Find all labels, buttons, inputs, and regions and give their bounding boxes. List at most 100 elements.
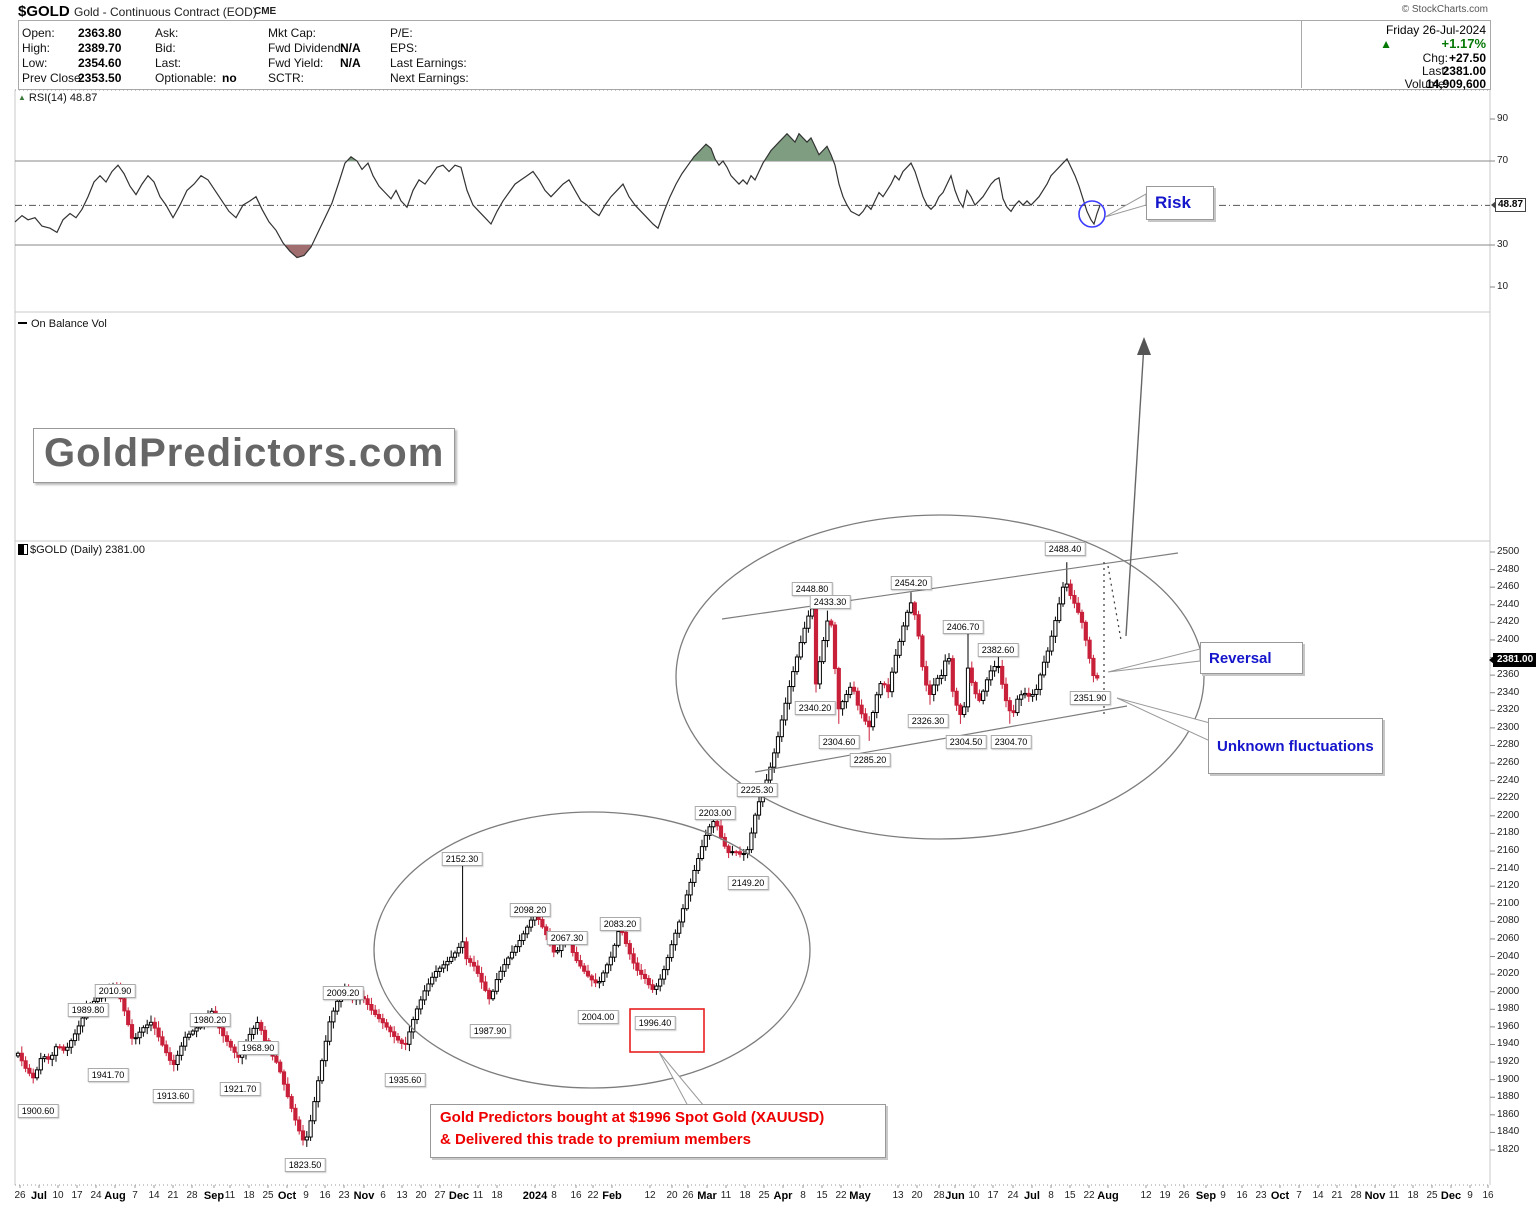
price-flag-label: 2382.60 bbox=[977, 643, 1019, 657]
quote-right-value: +27.50 bbox=[1448, 51, 1486, 65]
price-axis-label: 2160 bbox=[1497, 845, 1520, 856]
x-axis-label: Jul bbox=[1024, 1190, 1040, 1202]
chart-title: Gold - Continuous Contract (EOD) bbox=[74, 5, 257, 19]
price-axis-label: 2180 bbox=[1497, 827, 1520, 839]
x-axis-label: Apr bbox=[773, 1190, 793, 1202]
x-axis-label: 23 bbox=[1255, 1190, 1267, 1201]
price-flag-label: 1823.50 bbox=[284, 1158, 326, 1172]
risk-circle bbox=[1078, 200, 1106, 228]
x-axis-label: 8 bbox=[551, 1190, 557, 1201]
up-triangle-icon: ▲ bbox=[1380, 37, 1392, 51]
x-axis-label: 12 bbox=[644, 1190, 656, 1201]
x-axis-label: 8 bbox=[1048, 1190, 1054, 1201]
x-axis-label: 18 bbox=[1407, 1190, 1419, 1201]
x-axis-label: 20 bbox=[415, 1190, 427, 1201]
price-axis-label: 1820 bbox=[1497, 1144, 1520, 1155]
price-flag-label: 2488.40 bbox=[1044, 542, 1086, 556]
panel-frame bbox=[14, 89, 1495, 1188]
quote-label: Low: bbox=[22, 56, 48, 70]
quote-value: no bbox=[222, 71, 237, 85]
quote-box-divider bbox=[1301, 20, 1302, 88]
x-axis-label: 16 bbox=[319, 1190, 331, 1201]
x-axis-label: 17 bbox=[71, 1190, 83, 1201]
x-axis-label: 9 bbox=[1467, 1190, 1473, 1201]
main-legend: $GOLD (Daily) 2381.00 bbox=[18, 544, 145, 556]
x-axis-label: Feb bbox=[602, 1190, 622, 1202]
x-axis-label: 28 bbox=[186, 1190, 198, 1201]
x-axis-label: 26 bbox=[14, 1190, 26, 1201]
x-axis-label: 6 bbox=[380, 1190, 386, 1201]
x-axis-label: 7 bbox=[132, 1190, 138, 1201]
quote-right-label: Chg: bbox=[1422, 51, 1448, 65]
price-flag-label: 2152.30 bbox=[441, 852, 483, 866]
obv-line-icon bbox=[18, 322, 27, 324]
x-axis-label: 9 bbox=[303, 1190, 309, 1201]
x-axis-label: 27 bbox=[434, 1190, 446, 1201]
x-axis-label: 28 bbox=[1350, 1190, 1362, 1201]
x-axis-label: 21 bbox=[167, 1190, 179, 1201]
risk-annotation: Risk bbox=[1146, 186, 1214, 220]
price-flag-label: 2010.90 bbox=[94, 984, 136, 998]
price-axis-label: 2400 bbox=[1497, 633, 1520, 645]
price-flag-label: 2009.20 bbox=[322, 986, 364, 1000]
quote-label: Prev Close: bbox=[22, 71, 85, 85]
price-flag-label: 2454.20 bbox=[890, 576, 932, 590]
x-axis-label: 11 bbox=[224, 1190, 236, 1201]
x-axis-label: Aug bbox=[104, 1190, 126, 1202]
x-axis-label: 28 bbox=[933, 1190, 945, 1201]
x-axis-label: 13 bbox=[892, 1190, 904, 1201]
x-axis-label: 16 bbox=[570, 1190, 582, 1201]
price-axis-label: 2220 bbox=[1497, 792, 1520, 804]
quote-label: Fwd Yield: bbox=[268, 56, 324, 70]
price-axis-label: 2100 bbox=[1497, 897, 1520, 909]
quote-label: Optionable: bbox=[155, 71, 217, 85]
x-axis-label: Aug bbox=[1097, 1190, 1119, 1202]
price-flag-label: 2304.50 bbox=[945, 735, 987, 749]
x-axis-label: 24 bbox=[1007, 1190, 1019, 1201]
copyright: © StockCharts.com bbox=[1401, 4, 1488, 15]
price-axis-label: 2020 bbox=[1497, 968, 1520, 980]
price-flag-label: 2098.20 bbox=[509, 903, 551, 917]
obv-legend: On Balance Vol bbox=[18, 318, 107, 330]
x-axis-label: 20 bbox=[911, 1190, 923, 1201]
annotation-shapes bbox=[373, 193, 1211, 1107]
price-flag-label: 2304.60 bbox=[818, 735, 860, 749]
quote-value: 2353.50 bbox=[78, 71, 122, 85]
price-flag-label: 2149.20 bbox=[727, 876, 769, 890]
x-axis-label: 11 bbox=[472, 1190, 484, 1201]
rsi-axis-label: 90 bbox=[1497, 113, 1509, 124]
price-axis-label: 2500 bbox=[1497, 546, 1520, 557]
price-flag-label: 2203.00 bbox=[694, 806, 736, 820]
quote-label: Bid: bbox=[155, 41, 176, 55]
quote-label: Next Earnings: bbox=[390, 71, 469, 85]
price-axis-label: 1840 bbox=[1497, 1126, 1520, 1138]
price-axis-label: 2300 bbox=[1497, 721, 1520, 733]
candlestick-icon bbox=[18, 544, 28, 555]
x-axis-label: 20 bbox=[666, 1190, 678, 1201]
quote-summary-box bbox=[18, 20, 1491, 90]
quote-right-value: 14,909,600 bbox=[1425, 77, 1486, 91]
buy-note-annotation: Gold Predictors bought at $1996 Spot Gol… bbox=[430, 1104, 886, 1158]
price-axis-label: 2040 bbox=[1497, 950, 1520, 962]
price-flag-label: 1989.80 bbox=[67, 1003, 109, 1017]
price-axis-label: 2120 bbox=[1497, 880, 1520, 892]
x-axis-label: Mar bbox=[697, 1190, 717, 1202]
x-axis-label: 15 bbox=[816, 1190, 828, 1201]
price-flag-label: 2351.90 bbox=[1069, 691, 1111, 705]
price-axis-label: 2000 bbox=[1497, 985, 1520, 997]
unknown-fluctuations-annotation: Unknown fluctuations bbox=[1208, 718, 1383, 774]
x-axis-label: Sep bbox=[203, 1190, 225, 1202]
x-axis-label: 11 bbox=[720, 1190, 732, 1201]
price-axis-label: 2440 bbox=[1497, 598, 1520, 610]
quote-value: N/A bbox=[340, 41, 361, 55]
rsi-legend: ▲ RSI(14) 48.87 bbox=[18, 92, 98, 104]
x-axis-label: 22 bbox=[587, 1190, 599, 1201]
quote-date: Friday 26-Jul-2024 bbox=[1385, 23, 1486, 37]
price-flag-label: 1980.20 bbox=[189, 1013, 231, 1027]
price-axis-label: 1960 bbox=[1497, 1020, 1520, 1032]
price-axis-label: 1900 bbox=[1497, 1073, 1520, 1085]
x-axis-label: 22 bbox=[835, 1190, 847, 1201]
price-flag-label: 2406.70 bbox=[942, 620, 984, 634]
rsi-axis-label: 30 bbox=[1497, 239, 1509, 250]
price-axis-label: 2360 bbox=[1497, 669, 1520, 681]
